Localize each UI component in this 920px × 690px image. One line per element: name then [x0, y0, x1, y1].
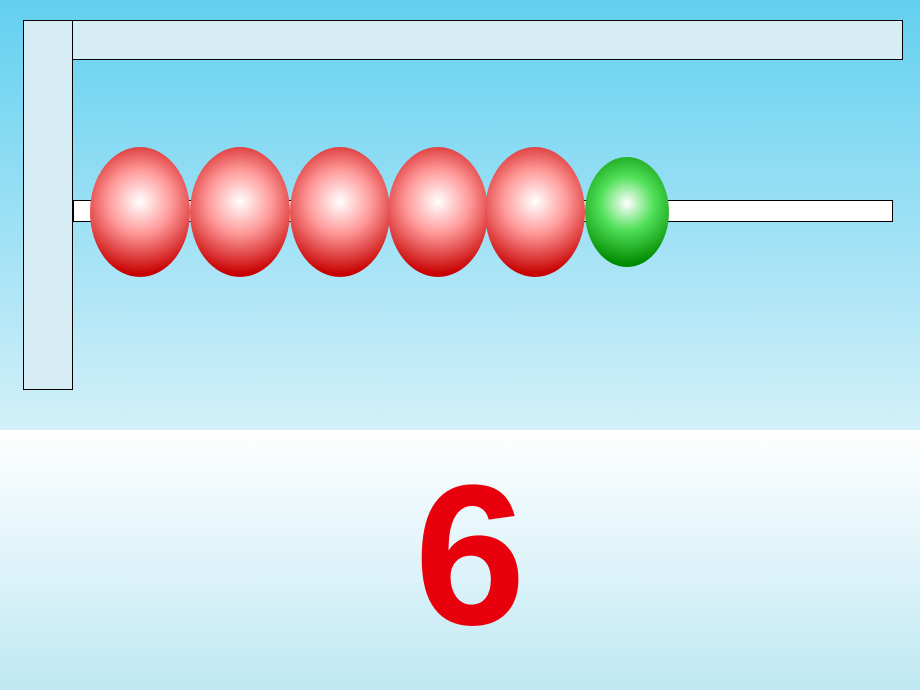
bead-6-green	[585, 157, 669, 267]
count-number: 6	[370, 456, 570, 656]
bead-5-red	[485, 147, 585, 277]
frame-left-bar	[23, 20, 73, 390]
frame-top-bar	[23, 20, 903, 60]
bead-3-red	[290, 147, 390, 277]
bead-4-red	[388, 147, 488, 277]
bead-2-red	[190, 147, 290, 277]
counting-diagram: 6	[0, 0, 920, 690]
bead-1-red	[90, 147, 190, 277]
